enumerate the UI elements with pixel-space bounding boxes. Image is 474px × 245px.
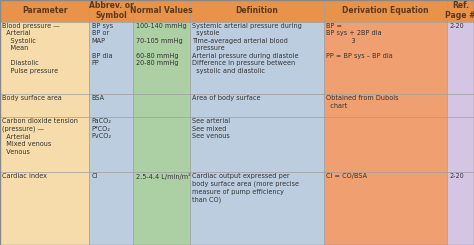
Bar [190,117,324,172]
Bar [133,94,190,117]
Bar [447,117,474,172]
Bar [0,117,89,172]
Bar [133,117,190,172]
Bar [0,22,89,94]
Bar [0,94,89,117]
Text: Blood pressure —
  Arterial
    Systolic
    Mean

    Diastolic
    Pulse press: Blood pressure — Arterial Systolic Mean … [2,23,60,74]
Bar [89,22,133,94]
Bar [89,117,133,172]
Bar [190,22,324,94]
Bar [133,22,190,94]
Bar [133,0,190,22]
Text: 2.5-4.4 L/min/m²: 2.5-4.4 L/min/m² [136,173,191,181]
Text: Cardiac index: Cardiac index [2,173,47,179]
Bar [447,22,474,94]
Text: CI = CO/BSA: CI = CO/BSA [327,173,367,179]
Bar [447,172,474,245]
Bar [324,172,447,245]
Bar [89,0,133,22]
Text: Carbon dioxide tension
(pressure) —
  Arterial
  Mixed venous
  Venous: Carbon dioxide tension (pressure) — Arte… [2,118,78,155]
Text: See arterial
See mixed
See venous: See arterial See mixed See venous [192,118,230,139]
Text: Normal Values: Normal Values [130,6,193,15]
Bar [89,94,133,117]
Bar [324,94,447,117]
Bar [447,94,474,117]
Text: 2-20: 2-20 [449,23,464,29]
Bar [324,22,447,94]
Bar [133,172,190,245]
Text: Derivation Equation: Derivation Equation [342,6,429,15]
Bar [0,172,89,245]
Text: PaCO₂
PᵠCO₂
PvCO₂: PaCO₂ PᵠCO₂ PvCO₂ [91,118,112,139]
Bar [324,0,447,22]
Text: Systemic arterial pressure during
  systole
Time-averaged arterial blood
  press: Systemic arterial pressure during systol… [192,23,302,74]
Text: Abbrev. or
Symbol: Abbrev. or Symbol [89,1,134,21]
Text: CI: CI [91,173,98,179]
Bar [89,172,133,245]
Text: 100-140 mmHg

70-105 mmHg

60-80 mmHg
20-80 mmHg: 100-140 mmHg 70-105 mmHg 60-80 mmHg 20-8… [136,23,187,66]
Bar [324,117,447,172]
Bar [447,0,474,22]
Text: Definition: Definition [236,6,278,15]
Text: Cardiac output expressed per
body surface area (more precise
measure of pump eff: Cardiac output expressed per body surfac… [192,173,299,203]
Text: Area of body surface: Area of body surface [192,95,261,101]
Text: Ref.
Page #: Ref. Page # [445,1,474,21]
Bar [0,0,89,22]
Text: BSA: BSA [91,95,105,101]
Text: Parameter: Parameter [22,6,67,15]
Text: 2-20: 2-20 [449,173,464,179]
Bar [190,0,324,22]
Text: BP =
BP sys + 2BP dia
            3

PP = BP sys – BP dia: BP = BP sys + 2BP dia 3 PP = BP sys – BP… [327,23,393,59]
Bar [190,172,324,245]
Bar [190,94,324,117]
Text: BP sys
BP or
MAP

BP dia
PP: BP sys BP or MAP BP dia PP [91,23,113,66]
Text: Obtained from Dubois
  chart: Obtained from Dubois chart [327,95,399,109]
Text: Body surface area: Body surface area [2,95,62,101]
